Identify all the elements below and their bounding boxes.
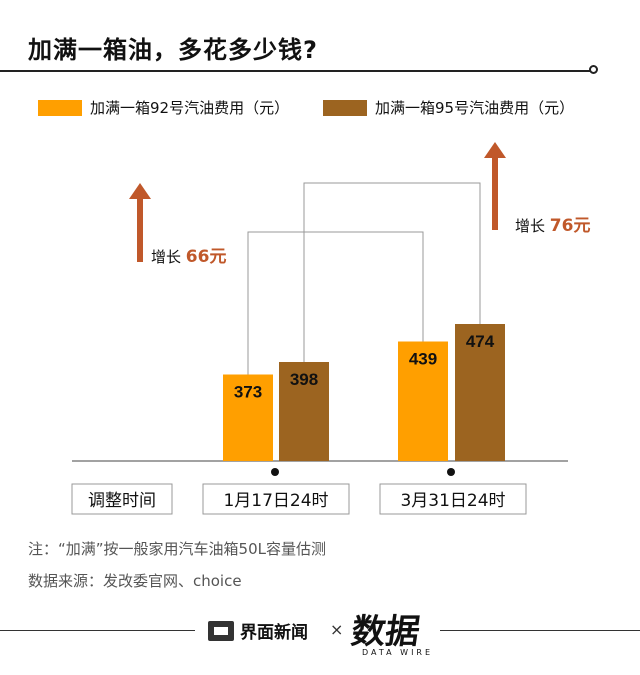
footer-logo: 数据 [348,612,423,652]
growth-value-1: 66元 [186,247,227,267]
legend-swatch-92 [38,99,82,116]
legend-label-92: 加满一箱92号汽油费用（元） [90,99,290,117]
bar-s2-c1 [279,362,329,461]
axis-tick-dot-2 [447,468,455,476]
category-label-1-box [202,483,350,515]
growth-value-2: 76元 [550,216,591,236]
category-label-1: 1月17日24时 [223,491,328,511]
growth-annotation-1: 增长 66元 [151,247,226,267]
data-source: 数据来源：发改委官网、choice [28,572,242,590]
footer-rule-right [440,630,640,631]
title-rule [0,70,590,72]
brand-logo-icon [208,620,234,641]
legend-item-92: 加满一箱92号汽油费用（元） [38,97,289,118]
footnote: 注：“加满”按一般家用汽车油箱50L容量估测 [28,540,326,558]
axis-tick-dot-1 [271,468,279,476]
footer-rule-left [0,630,195,631]
bar-value-s1-c2: 439 [409,350,437,369]
footer-times: × [330,620,344,639]
growth-prefix-1: 增长 [151,248,186,266]
footer-brand-name: 界面新闻 [240,623,308,643]
chart-title: 加满一箱油，多花多少钱? [28,36,318,64]
title-rule-end-dot [589,65,598,74]
growth-arrow-95-head [484,142,506,158]
bar-s1-c1 [223,374,273,461]
x-axis-title: 调整时间 [88,491,156,511]
bar-value-s1-c1: 373 [234,383,262,402]
growth-arrow-92-shaft [137,197,143,262]
growth-annotation-2: 增长 76元 [515,216,590,236]
connector-s2 [303,182,481,362]
category-label-2: 3月31日24时 [400,491,505,511]
legend-swatch-95 [323,99,367,116]
connector-s1 [247,231,424,375]
bar-s1-c2 [398,341,448,461]
bar-value-s2-c1: 398 [290,370,318,389]
footer-brand: 界面新闻 [208,618,308,643]
x-axis-title-box [71,483,173,515]
bar-value-s2-c2: 474 [466,332,495,351]
legend-label-95: 加满一箱95号汽油费用（元） [375,99,575,117]
category-label-2-box [379,483,527,515]
footer-logo-sub: DATA WIRE [362,648,434,657]
legend-item-95: 加满一箱95号汽油费用（元） [323,97,574,118]
growth-arrow-92-head [129,183,151,199]
bar-s2-c2 [455,324,505,461]
growth-arrow-95-shaft [492,156,498,230]
growth-prefix-2: 增长 [515,217,550,235]
